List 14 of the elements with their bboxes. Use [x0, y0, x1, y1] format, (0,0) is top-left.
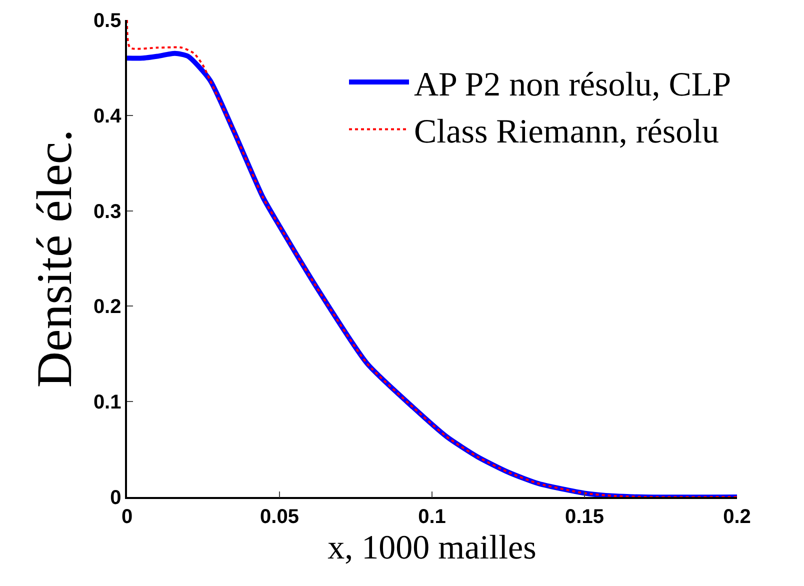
- y-tick-label: 0.2: [93, 296, 122, 318]
- y-tick-label: 0.5: [93, 10, 122, 32]
- y-tick-label: 0.3: [93, 200, 122, 223]
- x-tick-label: 0.05: [260, 506, 299, 528]
- x-tick-label: 0.15: [565, 506, 604, 528]
- y-tick-label: 0.1: [93, 392, 122, 414]
- legend-label: AP P2 non résolu, CLP: [414, 66, 732, 104]
- legend-label: Class Riemann, résolu: [414, 113, 720, 150]
- y-axis-title: Densité élec.: [26, 129, 82, 388]
- x-axis-title: x, 1000 mailles: [328, 530, 536, 567]
- x-tick-label: 0.2: [723, 506, 751, 528]
- y-tick-label: 0.4: [93, 105, 122, 128]
- x-tick-label: 0.1: [418, 506, 446, 528]
- y-tick-label: 0: [110, 487, 122, 509]
